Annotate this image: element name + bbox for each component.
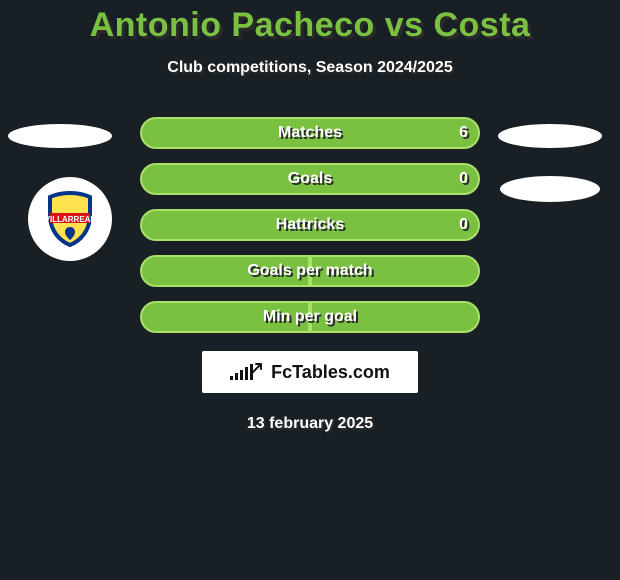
page-title: Antonio Pacheco vs Costa [0, 0, 620, 45]
svg-text:VILLARREAL: VILLARREAL [45, 215, 96, 224]
stat-row: Goals per match [140, 255, 480, 287]
stat-value-right: 6 [459, 117, 468, 149]
club-crest-left: VILLARREAL [28, 177, 112, 261]
fctables-logo: FcTables.com [202, 351, 418, 393]
stat-row: Min per goal [140, 301, 480, 333]
stat-row: Goals0 [140, 163, 480, 195]
stat-label: Min per goal [140, 301, 480, 333]
logo-text: FcTables.com [271, 362, 390, 383]
stat-label: Hattricks [140, 209, 480, 241]
arrow-up-icon [251, 360, 265, 374]
stat-row: Hattricks0 [140, 209, 480, 241]
stat-label: Goals per match [140, 255, 480, 287]
country-ellipse-right-2 [500, 176, 600, 202]
shield-icon: VILLARREAL [40, 189, 100, 249]
subtitle: Club competitions, Season 2024/2025 [0, 59, 620, 77]
country-ellipse-left [8, 124, 112, 148]
stat-value-right: 0 [459, 209, 468, 241]
stat-label: Goals [140, 163, 480, 195]
stat-row: Matches6 [140, 117, 480, 149]
country-ellipse-right-1 [498, 124, 602, 148]
stat-label: Matches [140, 117, 480, 149]
stats-card: Antonio Pacheco vs Costa Club competitio… [0, 0, 620, 580]
stat-value-right: 0 [459, 163, 468, 195]
bars-icon [230, 364, 253, 380]
date-text: 13 february 2025 [0, 415, 620, 433]
